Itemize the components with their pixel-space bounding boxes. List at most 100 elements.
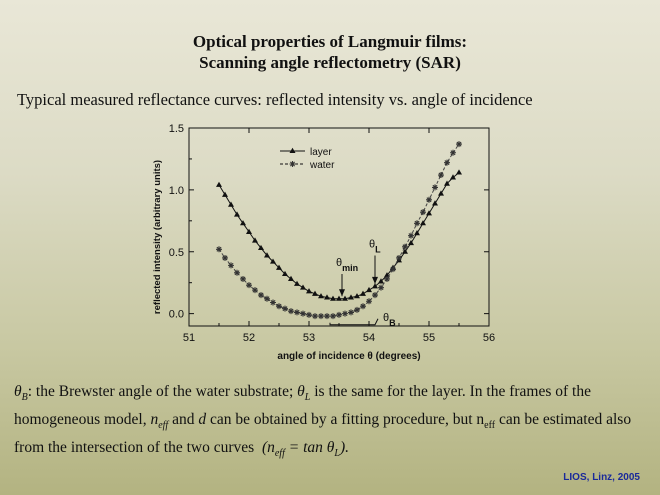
neff-italic: neff <box>150 411 169 432</box>
caption-part3: and <box>172 411 195 429</box>
data-point-layer <box>282 270 288 277</box>
neff-subscript: eff <box>484 420 496 432</box>
annotation-min: θmin <box>336 257 358 297</box>
data-point-layer <box>330 295 336 301</box>
data-point-water <box>324 313 330 320</box>
x-tick-label: 55 <box>423 332 435 344</box>
data-point-layer <box>216 181 222 187</box>
data-point-water <box>426 196 432 203</box>
data-point-layer <box>228 201 234 207</box>
data-point-layer <box>300 284 306 290</box>
data-point-water <box>366 298 372 305</box>
data-point-water <box>294 309 300 316</box>
data-point-layer <box>246 228 252 234</box>
chart-series <box>216 141 462 320</box>
caption-part2: is the same for the layer. In the frames… <box>14 383 591 429</box>
slide-title-line1: Optical properties of Langmuir films: <box>192 32 468 51</box>
legend-item-water: water <box>280 160 335 171</box>
data-point-water <box>438 172 444 179</box>
data-point-water <box>420 209 426 216</box>
y-axis-label: reflected intensity (arbitrary units) <box>152 160 163 314</box>
data-point-water <box>390 266 396 273</box>
data-point-water <box>450 149 456 156</box>
data-point-water <box>276 303 282 310</box>
legend-marker-layer <box>289 147 296 153</box>
data-point-layer <box>372 283 378 289</box>
data-point-water <box>336 311 342 318</box>
legend-label-water: water <box>309 160 335 171</box>
data-point-water <box>222 254 228 261</box>
data-point-layer <box>318 293 324 299</box>
legend-label-layer: layer <box>310 147 332 158</box>
data-point-layer <box>444 180 450 186</box>
annotation-label: θL <box>369 238 381 254</box>
slide-subtitle: Typical measured reflectance curves: ref… <box>17 90 533 109</box>
data-point-layer <box>258 244 264 251</box>
data-point-water <box>348 309 354 316</box>
brewster-angle-symbol: θB <box>14 383 28 404</box>
data-point-water <box>300 310 306 317</box>
data-point-layer <box>366 286 372 293</box>
data-point-layer <box>456 169 462 175</box>
data-point-layer <box>324 294 330 300</box>
data-point-layer <box>294 280 300 286</box>
data-point-layer <box>432 200 438 206</box>
data-point-water <box>234 269 240 276</box>
data-point-layer <box>378 278 384 284</box>
data-point-layer <box>270 258 276 264</box>
data-point-layer <box>312 290 318 296</box>
data-point-water <box>264 295 270 302</box>
x-tick-label: 54 <box>363 332 375 344</box>
data-point-layer <box>276 264 282 270</box>
data-point-water <box>384 275 390 282</box>
annotation-arrowhead <box>372 276 378 284</box>
data-point-water <box>258 292 264 299</box>
data-point-water <box>354 306 360 313</box>
y-tick-label: 0.0 <box>169 309 184 321</box>
annotation-label: θmin <box>336 257 358 273</box>
data-point-layer <box>426 210 432 216</box>
data-point-water <box>216 246 222 253</box>
d-italic: d <box>198 411 207 429</box>
data-point-water <box>252 287 258 294</box>
data-point-water <box>342 310 348 317</box>
x-axis-label: angle of incidence θ (degrees) <box>277 351 420 362</box>
series-layer <box>216 169 462 301</box>
annotation-L: θL <box>369 238 381 284</box>
data-point-water <box>282 305 288 312</box>
y-tick-label: 1.5 <box>169 123 184 135</box>
series-water <box>216 141 462 320</box>
series-line-layer <box>218 172 460 300</box>
data-point-water <box>372 292 378 299</box>
data-point-water <box>396 254 402 261</box>
data-point-layer <box>450 174 456 180</box>
annotation-arrowhead <box>339 289 345 297</box>
data-point-water <box>444 159 450 166</box>
data-point-layer <box>240 220 246 226</box>
data-point-water <box>306 311 312 318</box>
layer-angle-symbol: θL <box>297 383 311 404</box>
caption-part1: : the Brewster angle of the water substr… <box>27 383 294 400</box>
data-point-water <box>402 243 408 250</box>
data-point-layer <box>420 220 426 226</box>
data-point-layer <box>348 294 354 300</box>
caption-formula: (neff = tan θL). <box>258 439 349 460</box>
credit-label: LIOS, Linz, 2005 <box>563 472 640 483</box>
data-point-layer <box>342 295 348 301</box>
slide-caption: θB: the Brewster angle of the water subs… <box>14 381 646 465</box>
x-tick-label: 52 <box>243 332 255 344</box>
chart-legend: layer water <box>280 147 335 171</box>
data-point-water <box>378 284 384 291</box>
data-point-layer <box>354 293 360 299</box>
annotation-bracket <box>329 318 379 326</box>
data-point-layer <box>414 229 420 236</box>
data-point-layer <box>222 191 228 197</box>
data-point-water <box>456 141 462 148</box>
data-point-layer <box>264 252 270 258</box>
data-point-layer <box>408 239 414 246</box>
annotation-label: θB <box>383 312 396 328</box>
caption-part4: can be obtained by a fitting procedure, … <box>209 411 485 429</box>
y-tick-label: 0.5 <box>169 247 184 259</box>
data-point-water <box>270 299 276 306</box>
